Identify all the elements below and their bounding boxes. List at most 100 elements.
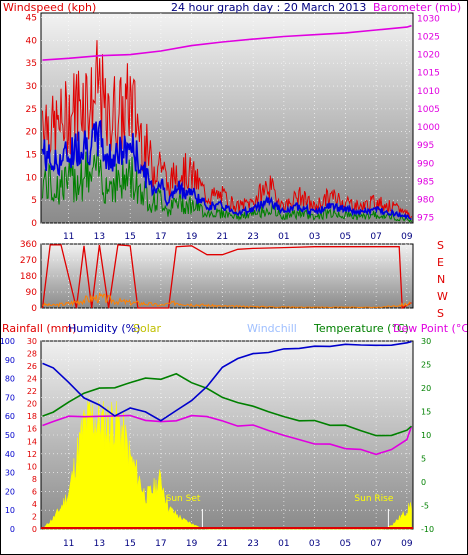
sun-set-label: Sun Set: [166, 494, 201, 504]
dewpoint-series: [42, 414, 413, 456]
solar-axis-title: Solar: [133, 322, 162, 335]
humidity-tick-label: 20: [5, 487, 15, 496]
direction-tick-label: 360: [20, 240, 37, 250]
time-tick-label: 05: [340, 232, 351, 242]
direction-tick-label: 270: [20, 256, 37, 266]
rain-tick-label: 18: [27, 412, 37, 421]
temp-time-tick-label: 23: [247, 539, 258, 549]
wind-tick-label: 45: [26, 14, 37, 24]
wind-tick-label: 5: [31, 196, 37, 206]
temp-time-tick-label: 19: [186, 539, 198, 549]
wind-gust-series: [42, 40, 412, 220]
time-tick-label: 23: [247, 232, 258, 242]
temperature-tick-label: 20: [421, 384, 431, 393]
wind-tick-label: 10: [26, 173, 38, 183]
wind-tick-label: 40: [26, 36, 38, 46]
compass-label: E: [437, 256, 444, 269]
humidity-tick-label: 30: [5, 469, 15, 478]
temperature-tick-label: 10: [421, 431, 431, 440]
time-tick-label: 19: [186, 232, 198, 242]
temp-time-tick-label: 17: [155, 539, 166, 549]
humidity-tick-label: 60: [5, 412, 15, 421]
humidity-tick-label: 0: [10, 525, 15, 534]
humidity-tick-label: 70: [5, 393, 15, 402]
direction-tick-label: 90: [26, 288, 38, 298]
rain-tick-label: 4: [32, 500, 37, 509]
barometer-tick-label: 990: [417, 159, 434, 169]
wind-axis-title: Windspeed (kph): [3, 1, 96, 14]
wind-tick-label: 25: [26, 105, 37, 115]
barometer-tick-label: 980: [417, 195, 434, 205]
rain-tick-label: 6: [32, 487, 37, 496]
rain-tick-label: 16: [27, 425, 37, 434]
wind-plot-area: [40, 12, 414, 224]
wind-low-series: [42, 143, 412, 223]
barometer-tick-label: 995: [417, 141, 434, 151]
time-tick-label: 17: [155, 232, 166, 242]
temp-time-tick-label: 15: [124, 539, 135, 549]
humidity-tick-label: 100: [1, 337, 15, 346]
barometer-tick-label: 1020: [417, 51, 440, 61]
temp-time-tick-label: 13: [94, 539, 105, 549]
direction-speed-series: [42, 292, 411, 309]
wind-direction-series: [41, 244, 412, 310]
humidity-tick-label: 50: [5, 431, 15, 440]
temperature-axis-title: Temperature (°C): [313, 322, 409, 335]
humidity-axis-title: Humidity (%): [68, 322, 140, 335]
compass-label: S: [437, 307, 444, 320]
windchill-axis-title: Windchill: [247, 322, 297, 335]
temp-time-tick-label: 21: [217, 539, 228, 549]
barometer-tick-label: 1000: [417, 123, 440, 133]
rain-tick-label: 10: [27, 462, 37, 471]
wind-tick-label: 35: [26, 59, 37, 69]
time-tick-label: 09: [401, 232, 413, 242]
wind-tick-label: 0: [31, 219, 37, 229]
barometer-axis-title: Barometer (mb): [373, 1, 461, 14]
rain-tick-label: 0: [32, 525, 37, 534]
rain-tick-label: 30: [27, 337, 37, 346]
wind-tick-label: 30: [26, 82, 38, 92]
rain-tick-label: 2: [32, 512, 37, 521]
temp-time-tick-label: 11: [63, 539, 74, 549]
barometer-tick-label: 1015: [417, 69, 440, 79]
humidity-tick-label: 80: [5, 375, 15, 384]
rain-tick-label: 8: [32, 475, 37, 484]
rain-tick-label: 28: [27, 350, 37, 359]
dewpoint-axis-title: Dew Point (°C): [393, 322, 467, 335]
temperature-tick-label: 30: [421, 337, 431, 346]
temp-time-tick-label: 05: [340, 539, 351, 549]
time-tick-label: 15: [124, 232, 135, 242]
humidity-tick-label: 90: [5, 356, 15, 365]
temperature-tick-label: 25: [421, 361, 431, 370]
barometer-tick-label: 1010: [417, 87, 440, 97]
chart-title: 24 hour graph day : 20 March 2013: [171, 1, 366, 14]
temperature-tick-label: 15: [421, 408, 431, 417]
rain-axis-title: Rainfall (mm): [2, 322, 76, 335]
temperature-tick-label: 0: [421, 478, 426, 487]
rain-tick-label: 24: [27, 375, 37, 384]
sun-rise-label: Sun Rise: [354, 494, 393, 504]
time-tick-label: 11: [63, 232, 74, 242]
temperature-tick-label: -10: [421, 525, 434, 534]
rain-tick-label: 20: [27, 400, 37, 409]
barometer-tick-label: 1025: [417, 33, 440, 43]
humidity-tick-label: 40: [5, 450, 15, 459]
barometer-tick-label: 1030: [417, 14, 440, 24]
time-tick-label: 07: [370, 232, 381, 242]
barometer-series: [42, 24, 412, 61]
temp-time-tick-label: 07: [370, 539, 381, 549]
wind-tick-label: 20: [26, 128, 38, 138]
humidity-tick-label: 10: [5, 506, 15, 515]
compass-label: N: [437, 273, 445, 286]
wind-average-series: [41, 119, 412, 220]
compass-label: S: [437, 239, 444, 252]
humidity-series: [42, 340, 412, 422]
rain-tick-label: 12: [27, 450, 37, 459]
temperature-tick-label: -5: [421, 502, 429, 511]
time-tick-label: 21: [217, 232, 228, 242]
time-tick-label: 01: [278, 232, 289, 242]
rain-tick-label: 26: [27, 362, 37, 371]
temperature-series: [42, 372, 413, 437]
